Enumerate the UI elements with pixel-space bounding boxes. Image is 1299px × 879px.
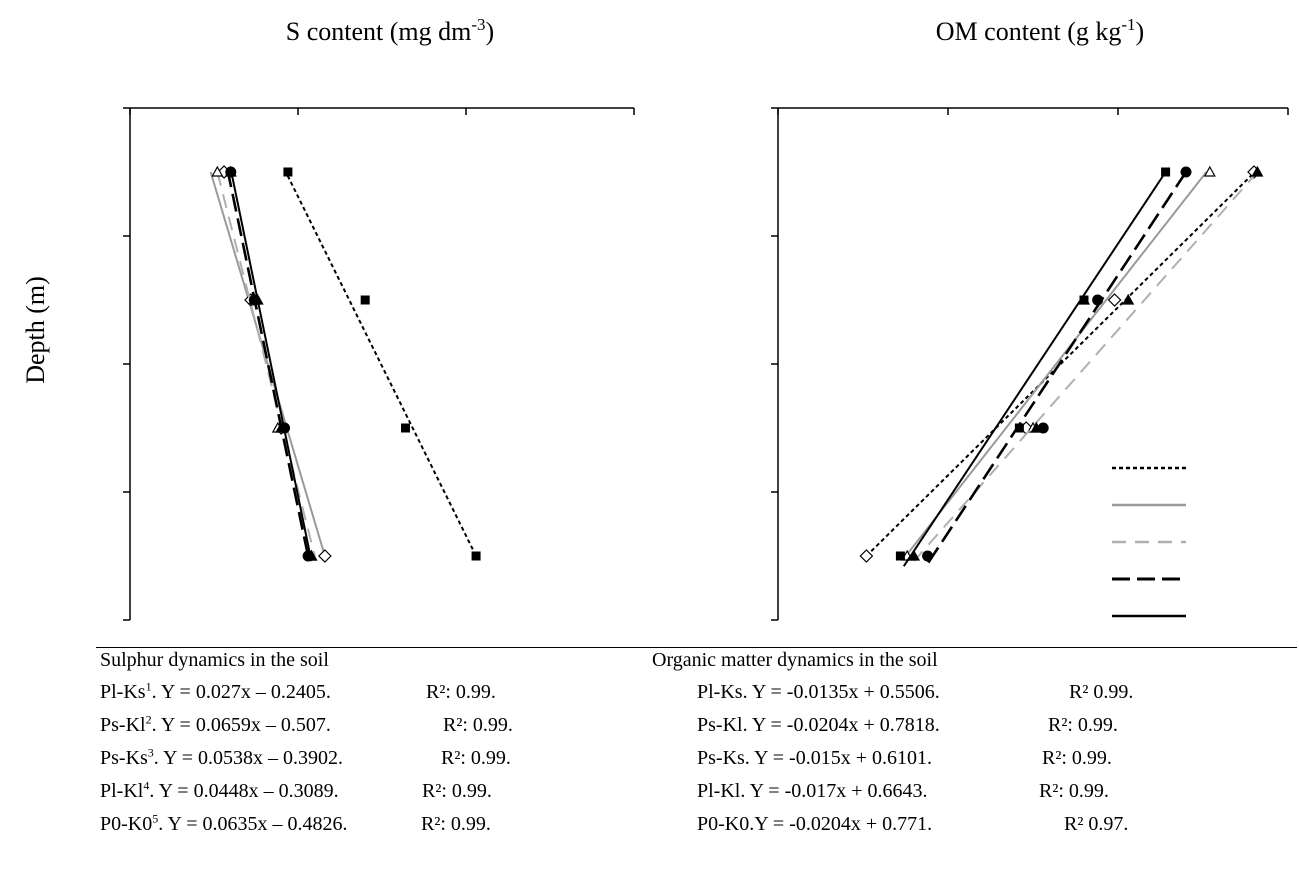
legend <box>1112 466 1186 618</box>
data-point <box>1107 293 1122 307</box>
equation-text: . Y = 0.0538x – 0.3902. <box>153 747 344 769</box>
left-axis-title-main: S content (mg dm <box>286 17 472 46</box>
equation-text: Ps-Kl. Y = -0.0204x + 0.7818. <box>697 714 940 736</box>
r-squared: R²: 0.99. <box>421 813 491 835</box>
r-squared: R²: 0.99. <box>426 681 496 703</box>
data-point <box>318 549 332 563</box>
equation-label: P0-K0 <box>100 813 153 835</box>
equation-text: Pl-Kl. Y = -0.017x + 0.6643. <box>697 780 928 802</box>
trend-line <box>865 168 1259 557</box>
data-point <box>895 551 905 561</box>
r-squared: R² 0.97. <box>1064 813 1129 835</box>
equation-text: . Y = 0.0659x – 0.507. <box>151 714 331 736</box>
series-p0-k0 <box>895 167 1171 567</box>
trend-line <box>283 168 477 557</box>
equation-text: P0-K0.Y = -0.0204x + 0.771. <box>697 813 933 835</box>
series-ps-kl <box>922 166 1192 565</box>
equation-text: . Y = 0.0448x – 0.3089. <box>149 780 339 802</box>
footnote-marker: 2 <box>145 712 152 727</box>
equation-text: Pl-Ks. Y = -0.0135x + 0.5506. <box>697 681 940 703</box>
data-point <box>225 166 237 178</box>
data-point <box>1203 165 1216 177</box>
data-point <box>1180 166 1192 178</box>
equation-line: P0-K05. Y = 0.0635x – 0.4826. R²: 0.99. <box>100 811 491 836</box>
r-squared: R² 0.99. <box>1069 681 1134 703</box>
trend-line <box>926 171 1188 565</box>
separator-line <box>96 647 1297 648</box>
data-point <box>922 550 934 562</box>
data-point <box>283 167 293 177</box>
data-point <box>859 549 874 563</box>
equation-label: Ps-Kl <box>100 714 146 736</box>
organic-matter-chart <box>771 107 1289 621</box>
series-pl-ks <box>283 167 481 561</box>
equation-text: . Y = 0.0635x – 0.4826. <box>158 813 348 835</box>
equation-line: Ps-Ks3. Y = 0.0538x – 0.3902. R²: 0.99. <box>100 745 511 770</box>
left-axis-title: S content (mg dm-3) <box>286 15 494 46</box>
left-axis-title-end: ) <box>486 17 495 46</box>
data-point <box>471 551 481 561</box>
series-p0-k0 <box>225 166 314 562</box>
footnote-marker: 1 <box>145 679 152 694</box>
equation-label: Ps-Ks <box>100 747 148 769</box>
r-squared: R²: 0.99. <box>1042 747 1112 769</box>
equation-line: Ps-Kl2. Y = 0.0659x – 0.507. R²: 0.99. <box>100 712 513 737</box>
r-squared: R²: 0.99. <box>1039 780 1109 802</box>
data-point <box>248 294 260 306</box>
trend-line <box>216 171 316 557</box>
equation-label: Pl-Ks <box>100 681 146 703</box>
trend-line <box>209 171 326 557</box>
right-caption: Organic matter dynamics in the soil <box>652 649 938 671</box>
right-axis-title-superscript: -1 <box>1121 15 1135 34</box>
left-axis-title-superscript: -3 <box>471 15 485 34</box>
right-axis-title: OM content (g kg-1) <box>936 15 1144 46</box>
equation-line: Ps-Kl. Y = -0.0204x + 0.7818. R²: 0.99. <box>697 714 1118 737</box>
right-axis-title-main: OM content (g kg <box>936 17 1122 46</box>
trend-line <box>226 169 310 557</box>
trend-line <box>902 171 1167 567</box>
equation-line: Ps-Ks. Y = -0.015x + 0.6101. R²: 0.99. <box>697 747 1112 770</box>
data-point <box>1037 422 1049 434</box>
footnote-marker: 5 <box>152 811 159 826</box>
equation-line: Pl-Ks. Y = -0.0135x + 0.5506. R² 0.99. <box>697 681 1133 704</box>
data-point <box>279 422 291 434</box>
equation-text: . Y = 0.027x – 0.2405. <box>151 681 331 703</box>
footnote-marker: 3 <box>147 745 154 760</box>
trend-line <box>229 169 313 562</box>
r-squared: R²: 0.99. <box>443 714 513 736</box>
r-squared: R²: 0.99. <box>1048 714 1118 736</box>
left-caption: Sulphur dynamics in the soil <box>100 649 329 671</box>
data-point <box>302 550 314 562</box>
trend-line <box>913 171 1259 562</box>
data-point <box>1079 295 1089 305</box>
data-point <box>1014 423 1024 433</box>
data-point <box>401 423 411 433</box>
r-squared: R²: 0.99. <box>441 747 511 769</box>
y-axis-title: Depth (m) <box>21 276 50 384</box>
data-point <box>360 295 370 305</box>
data-point <box>1092 294 1104 306</box>
equation-text: Ps-Ks. Y = -0.015x + 0.6101. <box>697 747 932 769</box>
r-squared: R²: 0.99. <box>422 780 492 802</box>
equation-line: Pl-Kl4. Y = 0.0448x – 0.3089. R²: 0.99. <box>100 778 492 803</box>
equation-line: P0-K0.Y = -0.0204x + 0.771. R² 0.97. <box>697 813 1128 836</box>
series-ps-ks <box>907 165 1264 562</box>
footnote-marker: 4 <box>143 778 150 793</box>
equation-label: Pl-Kl <box>100 780 144 802</box>
trend-line <box>903 171 1208 560</box>
data-point <box>1161 167 1171 177</box>
equation-line: Pl-Ks1. Y = 0.027x – 0.2405. R²: 0.99. <box>100 679 496 704</box>
data-point <box>211 165 224 177</box>
sulphur-chart <box>123 107 635 621</box>
series-ps-ks <box>211 165 318 561</box>
data-point <box>1251 165 1264 177</box>
data-point <box>1122 293 1135 305</box>
right-axis-title-end: ) <box>1136 17 1145 46</box>
equation-line: Pl-Kl. Y = -0.017x + 0.6643. R²: 0.99. <box>697 780 1109 803</box>
charts-figure: S content (mg dm-3) OM content (g kg-1)De… <box>21 15 1289 621</box>
